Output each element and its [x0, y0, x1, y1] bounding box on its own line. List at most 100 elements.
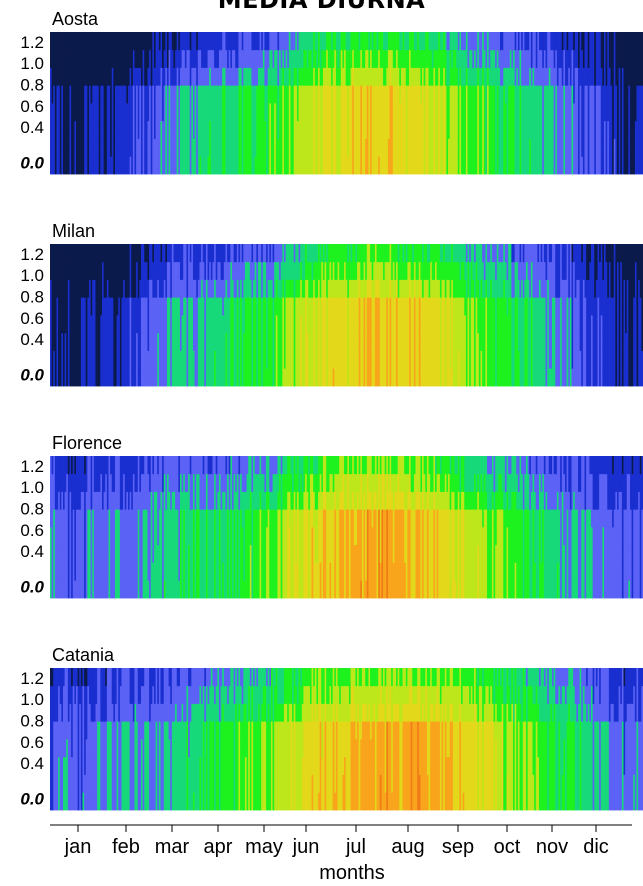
heat-cell [300, 156, 303, 175]
heat-cell [118, 32, 121, 51]
heat-cell [431, 297, 434, 316]
heat-cell [189, 368, 192, 387]
heat-cell [231, 368, 234, 387]
heat-cell [264, 279, 267, 298]
heat-cell [139, 350, 142, 369]
heat-cell [542, 156, 545, 175]
heat-cell [548, 85, 551, 104]
heat-cell [50, 120, 53, 139]
heat-cell [194, 332, 197, 351]
heat-cell [519, 103, 522, 122]
heat-cell [123, 32, 126, 51]
y-tick-label: 0.8 [20, 76, 44, 95]
heat-cell [431, 103, 434, 122]
heat-cell [425, 350, 428, 369]
heat-cell [126, 332, 129, 351]
heat-cell [157, 103, 160, 122]
heat-cell [240, 103, 243, 122]
heat-cell [613, 103, 616, 122]
heat-cell [77, 297, 80, 316]
heat-cell [602, 156, 605, 175]
heat-cell [162, 120, 165, 139]
heat-cell [75, 368, 79, 387]
heat-cell [279, 85, 282, 104]
heat-cell [209, 279, 212, 298]
heat-cell [251, 350, 254, 369]
heat-cell [607, 67, 610, 86]
heat-cell [222, 261, 225, 280]
heat-cell [569, 85, 572, 104]
heat-cell [361, 138, 364, 157]
heat-cell [504, 49, 507, 68]
heat-cell [373, 332, 376, 351]
heat-cell [240, 297, 243, 316]
heat-cell [56, 49, 59, 68]
heat-cell [386, 332, 389, 351]
heat-cell [322, 67, 325, 86]
heat-cell [318, 297, 321, 316]
heat-cell [267, 49, 270, 68]
heat-cell [228, 368, 231, 387]
heat-cell [522, 120, 525, 139]
heat-cell [256, 32, 259, 51]
heat-cell [630, 138, 633, 157]
heat-cell [59, 49, 62, 68]
heat-cell [591, 138, 594, 157]
heat-cell [361, 120, 364, 139]
heat-cell [480, 103, 483, 122]
heat-cell [410, 156, 413, 175]
heat-cell [150, 279, 153, 298]
heat-cell [344, 138, 347, 157]
heat-cell [415, 297, 418, 316]
heat-cell [254, 261, 257, 280]
heat-cell [456, 350, 459, 369]
heat-cell [72, 350, 75, 369]
heat-cell [501, 32, 504, 51]
heat-cell [329, 138, 332, 157]
heat-cell [344, 315, 347, 334]
heat-cell [95, 315, 98, 334]
heat-cell [365, 332, 368, 351]
heat-cell [449, 315, 452, 334]
heat-cell [379, 85, 382, 104]
heat-cell [566, 138, 569, 157]
heat-cell [58, 368, 61, 387]
heat-cell [491, 85, 494, 104]
heat-cell [573, 156, 576, 175]
heat-cell [420, 297, 423, 316]
heat-cell [241, 120, 244, 139]
heat-cell [165, 297, 168, 316]
heat-cell [194, 85, 197, 104]
heat-cell [74, 120, 77, 139]
heat-cell [98, 279, 101, 298]
heat-cell [235, 350, 238, 369]
heat-cell [241, 85, 244, 104]
heat-cell [98, 315, 101, 334]
heat-cell [503, 103, 506, 122]
heat-cell [199, 156, 202, 175]
heat-cell [540, 32, 543, 51]
heat-cell [633, 49, 636, 68]
heat-cell [565, 67, 568, 86]
heat-cell [77, 156, 80, 175]
heat-cell [163, 67, 166, 86]
heat-cell [509, 85, 512, 104]
heat-cell [313, 32, 316, 51]
heat-cell [155, 261, 158, 280]
heat-cell [230, 85, 233, 104]
heat-cell [332, 103, 335, 122]
heat-cell [269, 261, 272, 280]
heat-cell [444, 315, 447, 334]
heat-cell [465, 368, 468, 387]
heat-cell [155, 120, 158, 139]
heat-cell [340, 103, 343, 122]
heat-cell [504, 120, 507, 139]
heat-cell [389, 85, 392, 104]
heat-cell [311, 85, 314, 104]
heat-cell [404, 138, 407, 157]
heat-cell [607, 156, 610, 175]
heat-cell [477, 85, 480, 104]
heat-cell [152, 244, 155, 263]
heat-cell [196, 350, 199, 369]
heat-cell [209, 49, 212, 68]
